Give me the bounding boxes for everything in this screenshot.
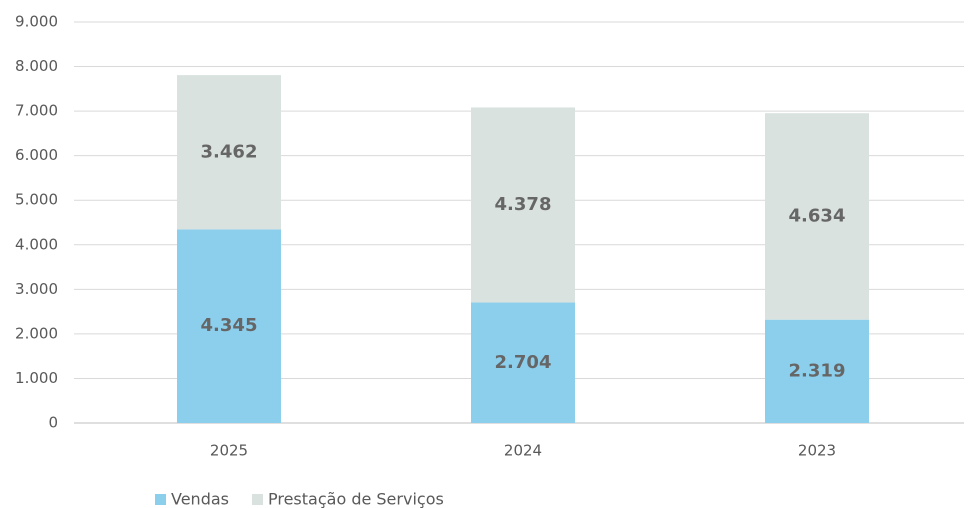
x-tick-label: 2023 — [798, 442, 836, 460]
data-label: 4.634 — [789, 205, 846, 226]
bar-segment — [765, 319, 869, 423]
x-tick-label: 2024 — [504, 442, 542, 460]
data-label: 2.319 — [789, 360, 846, 381]
y-tick-label: 8.000 — [15, 57, 58, 75]
data-label: 4.345 — [201, 315, 258, 336]
y-tick-label: 7.000 — [15, 102, 58, 120]
bar-segment — [471, 302, 575, 423]
y-tick-label: 9.000 — [15, 13, 58, 31]
y-tick-label: 1.000 — [15, 369, 58, 387]
y-tick-label: 5.000 — [15, 191, 58, 209]
bar-segment — [471, 107, 575, 303]
y-tick-label: 4.000 — [15, 235, 58, 253]
bar-segment — [765, 113, 869, 320]
y-tick-label: 3.000 — [15, 280, 58, 298]
data-label: 2.704 — [495, 352, 552, 373]
data-label: 4.378 — [495, 194, 552, 215]
bar-segment — [177, 75, 281, 230]
legend-label: Prestação de Serviços — [268, 490, 444, 508]
x-tick-label: 2025 — [210, 442, 248, 460]
y-tick-label: 2.000 — [15, 324, 58, 342]
legend-label: Vendas — [171, 490, 229, 508]
data-label: 3.462 — [201, 141, 258, 162]
bar-segment — [177, 229, 281, 423]
legend-swatch — [251, 494, 263, 505]
y-tick-label: 6.000 — [15, 146, 58, 164]
legend-swatch — [155, 494, 166, 505]
y-tick-label: 0 — [48, 414, 58, 432]
